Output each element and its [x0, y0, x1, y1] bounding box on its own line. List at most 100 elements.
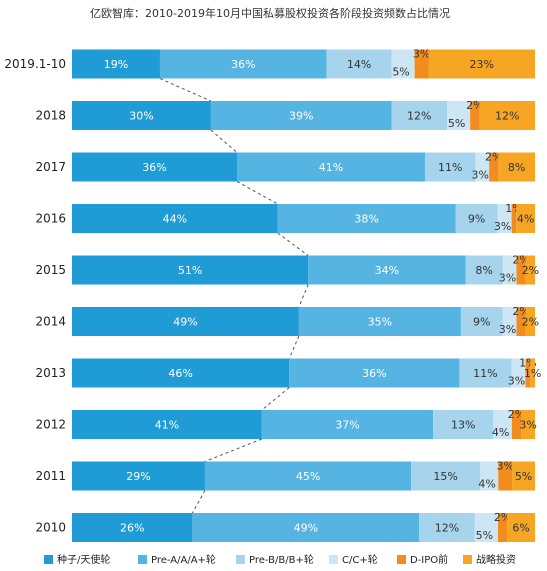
category-label: 2016 — [35, 212, 66, 226]
data-label: 35% — [368, 316, 392, 329]
bar-segment — [298, 307, 461, 336]
bar-segment — [521, 410, 535, 439]
data-label: 49% — [294, 522, 318, 535]
connector-line — [298, 284, 309, 308]
category-label: 2018 — [35, 109, 66, 123]
bar-segment — [512, 461, 535, 491]
bar-segment — [502, 307, 517, 336]
bar-segment — [516, 255, 526, 285]
bar-segment — [511, 358, 526, 388]
bar-segment — [475, 152, 490, 182]
bar-segment — [210, 101, 392, 130]
bar-segment — [525, 255, 535, 285]
bar-segment — [447, 101, 471, 130]
data-label: 2% — [466, 99, 483, 112]
connector-line — [159, 78, 212, 102]
bar-segment — [493, 410, 512, 439]
bar-segment — [460, 307, 503, 336]
data-label: 13% — [451, 419, 475, 432]
category-label: 2013 — [35, 366, 66, 380]
data-label: 3% — [499, 323, 516, 336]
bar-segment — [204, 461, 412, 491]
data-label: 9% — [468, 213, 485, 226]
data-label: 26% — [120, 522, 144, 535]
legend-label: 战略投资 — [476, 553, 516, 566]
connector-line — [191, 490, 206, 514]
data-label: 8% — [508, 161, 525, 174]
data-label: 4% — [492, 426, 509, 439]
bar-segment — [308, 255, 466, 285]
legend-label: 种子/天使轮 — [57, 553, 110, 566]
legend: 种子/天使轮 Pre-A/A/A+轮 Pre-B/B/B+轮 C/C+轮 D-IPO前 战… — [44, 553, 516, 566]
bar-segment — [411, 461, 480, 491]
bar-segment — [511, 204, 517, 233]
data-label: 5% — [448, 117, 465, 130]
bar-segment — [459, 358, 512, 388]
bar-segment — [391, 49, 415, 79]
bar-segment — [72, 461, 205, 491]
data-label: 49% — [173, 316, 197, 329]
data-label: 3% — [413, 48, 430, 61]
bar-segment — [72, 204, 278, 233]
data-label: 34% — [375, 264, 399, 277]
data-label: 2% — [522, 316, 539, 329]
bar-segment — [502, 255, 517, 285]
data-label: 23% — [470, 58, 494, 71]
bar-segment — [192, 513, 420, 542]
category-label: 2019.1-10 — [4, 57, 66, 71]
chart-title: 亿欧智库：2010-2019年10月中国私募股权投资各阶段投资频数占比情况 — [90, 6, 450, 20]
bar-segment — [326, 49, 392, 79]
category-label: 2015 — [35, 263, 66, 277]
data-label: 12% — [435, 522, 459, 535]
data-label: 3% — [494, 220, 511, 233]
bar-segment — [525, 307, 535, 336]
legend-swatch — [44, 555, 53, 564]
bar-segment — [530, 358, 535, 388]
data-label: 5% — [476, 529, 493, 542]
data-label: 3% — [499, 272, 516, 285]
data-label: 4% — [478, 478, 495, 491]
bar-segment — [72, 152, 238, 182]
data-label: 38% — [354, 213, 378, 226]
legend-swatch — [138, 555, 147, 564]
bar-segment — [289, 358, 460, 388]
bar-segment — [489, 152, 499, 182]
data-label: 2% — [508, 408, 525, 421]
data-label: 5% — [392, 66, 409, 79]
data-label: 14% — [347, 58, 371, 71]
category-label: 2011 — [35, 469, 66, 483]
bar-segment — [507, 513, 535, 542]
bar-segment — [72, 255, 309, 285]
bar-segment — [424, 152, 476, 182]
data-label: 36% — [231, 58, 255, 71]
data-label: 44% — [163, 213, 187, 226]
bar-segment — [497, 204, 512, 233]
bar-segment — [159, 49, 327, 79]
legend-label: C/C+轮 — [342, 553, 378, 566]
bar-segment — [455, 204, 498, 233]
bar-segment — [72, 513, 193, 542]
data-label: 39% — [289, 110, 313, 123]
data-label: 15% — [433, 470, 457, 483]
data-label: 3% — [519, 419, 536, 432]
connector-line — [236, 181, 279, 205]
data-label: 11% — [438, 161, 462, 174]
bar-segment — [516, 204, 535, 233]
data-label: 41% — [319, 161, 343, 174]
data-label: 29% — [126, 470, 150, 483]
bar-segment — [516, 307, 526, 336]
bar-segment — [470, 101, 480, 130]
data-label: 45% — [296, 470, 320, 483]
data-label: 36% — [362, 367, 386, 380]
legend-swatch — [397, 555, 406, 564]
data-label: 9% — [473, 316, 490, 329]
data-label: 19% — [104, 58, 128, 71]
connector-line — [261, 387, 290, 411]
bar-segment — [525, 358, 531, 388]
category-label: 2010 — [35, 521, 66, 535]
legend-swatch — [329, 555, 338, 564]
bar-segment — [498, 461, 513, 491]
bar-segment — [72, 358, 290, 388]
bar-segment — [237, 152, 425, 182]
connector-line — [277, 232, 309, 256]
